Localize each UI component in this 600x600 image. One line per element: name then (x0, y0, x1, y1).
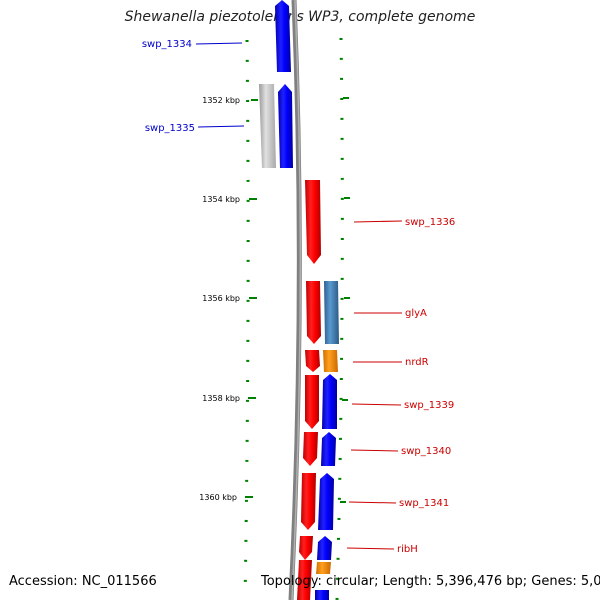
feature-ribH-blue[interactable] (317, 536, 332, 560)
tick-label-1352: 1352 kbp (202, 96, 240, 105)
gene-label-ribH[interactable]: ribH (397, 544, 418, 555)
accession-text: Accession: NC_011566 (9, 574, 157, 589)
gene-ribH-lower-left (297, 560, 312, 600)
gene-nrdR[interactable] (305, 350, 320, 372)
tick-label-1358: 1358 kbp (202, 394, 240, 403)
feature-swp_1340-blue[interactable] (321, 432, 336, 466)
gene-swp_1334[interactable] (275, 0, 291, 72)
feature-nrdR-orange[interactable] (323, 350, 338, 372)
gene-label-glyA[interactable]: glyA (405, 308, 427, 319)
feature-grey-1335[interactable] (259, 84, 276, 168)
tick-marks (245, 99, 258, 498)
feature-ribH-orange (316, 562, 331, 574)
gene-glyA[interactable] (306, 281, 321, 344)
right-tick-marks (340, 97, 350, 503)
gene-label-swp_1336[interactable]: swp_1336 (405, 217, 455, 228)
gene-swp_1341[interactable] (301, 473, 316, 530)
gene-label-nrdR[interactable]: nrdR (405, 357, 429, 368)
feature-lower-blue (315, 590, 329, 600)
gene-swp_1339[interactable] (305, 375, 319, 429)
gene-label-swp_1341[interactable]: swp_1341 (399, 498, 449, 509)
leader-lines (195, 42, 403, 550)
genome-summary-text: Topology: circular; Length: 5,396,476 bp… (261, 574, 600, 589)
feature-glyA-steelblue[interactable] (324, 281, 339, 344)
feature-swp_1341-blue[interactable] (318, 473, 334, 530)
gene-swp_1336[interactable] (305, 180, 321, 264)
gc-dot-track-left (243, 39, 250, 600)
gene-label-swp_1335[interactable]: swp_1335 (145, 123, 195, 134)
gene-swp_1340[interactable] (303, 432, 318, 466)
feature-swp_1339-blue[interactable] (322, 374, 337, 429)
gene-ribH[interactable] (299, 536, 313, 560)
gene-label-swp_1339[interactable]: swp_1339 (404, 400, 454, 411)
gene-swp_1335[interactable] (278, 84, 293, 168)
genome-backbone (288, 0, 302, 600)
tick-label-1354: 1354 kbp (202, 195, 240, 204)
gene-label-swp_1334[interactable]: swp_1334 (142, 39, 192, 50)
tick-label-1360: 1360 kbp (199, 493, 237, 502)
gene-label-swp_1340[interactable]: swp_1340 (401, 446, 451, 457)
map-title: Shewanella piezotolerans WP3, complete g… (124, 9, 476, 25)
tick-label-1356: 1356 kbp (202, 294, 240, 303)
